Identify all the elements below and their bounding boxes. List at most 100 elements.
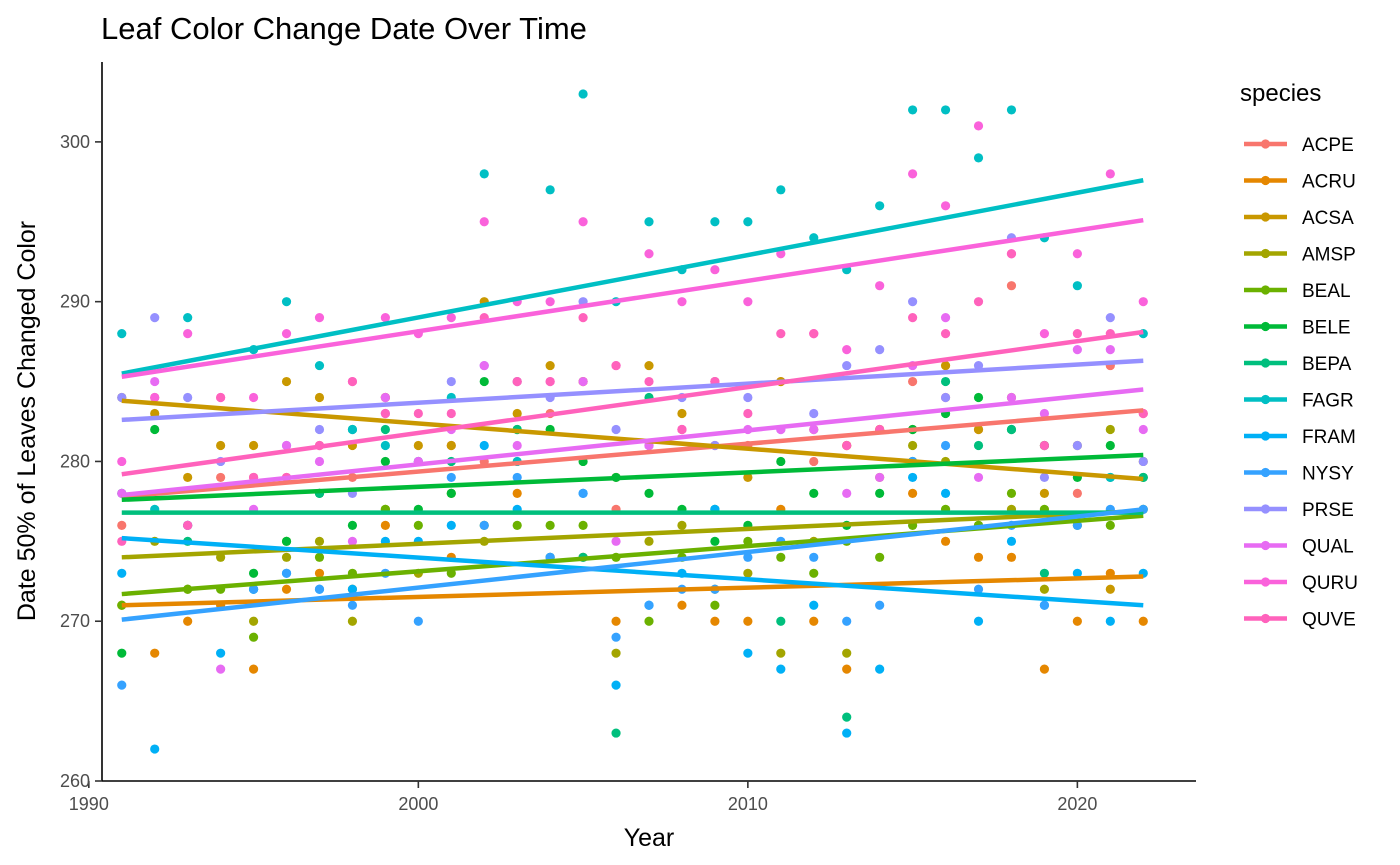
data-point	[677, 520, 687, 530]
data-point	[446, 520, 456, 530]
data-point	[314, 584, 325, 594]
data-point	[1039, 488, 1050, 498]
data-point	[248, 664, 259, 674]
data-point	[1006, 392, 1017, 403]
data-point	[314, 392, 325, 403]
data-point	[479, 376, 489, 387]
data-point	[314, 456, 325, 467]
data-point	[1072, 249, 1082, 259]
data-point	[644, 249, 654, 259]
data-point	[150, 392, 160, 403]
data-point	[380, 440, 390, 451]
data-point	[248, 632, 259, 642]
data-point	[940, 536, 951, 546]
trend-line-bele	[121, 452, 1144, 503]
data-point	[809, 329, 819, 339]
legend-label: ACSA	[1302, 208, 1354, 229]
trend-line-acpe	[121, 408, 1144, 499]
data-point	[545, 360, 555, 371]
trend-line-fagr	[121, 178, 1144, 376]
data-point	[512, 376, 522, 387]
data-point	[940, 201, 951, 211]
data-point	[908, 488, 918, 498]
x-axis-ticks: 1990 2000 2010 2020	[69, 781, 1097, 814]
data-point	[1072, 568, 1082, 578]
data-point	[216, 392, 226, 403]
data-point	[973, 440, 984, 451]
legend-key-point	[1260, 394, 1271, 405]
data-point	[216, 648, 226, 658]
data-point	[842, 712, 852, 722]
data-point	[908, 297, 918, 307]
data-point	[281, 536, 292, 546]
data-point	[611, 648, 621, 658]
data-point	[248, 392, 259, 403]
data-point	[809, 616, 819, 626]
series-points-amsp	[150, 424, 1115, 658]
data-point	[413, 408, 423, 419]
trend-line-quve	[121, 329, 1144, 477]
data-point	[413, 616, 423, 626]
data-point	[908, 376, 918, 387]
data-point	[183, 520, 193, 530]
y-tick-label: 270	[60, 611, 90, 631]
legend-key-point	[1260, 285, 1271, 295]
data-point	[1105, 584, 1115, 594]
legend-key-point	[1260, 577, 1271, 587]
data-point	[446, 440, 456, 451]
data-point	[347, 616, 358, 626]
data-point	[1138, 456, 1148, 467]
data-point	[710, 600, 720, 610]
data-point	[479, 217, 489, 227]
data-point	[611, 360, 621, 371]
data-point	[183, 329, 193, 339]
data-point	[776, 552, 786, 562]
data-point	[446, 488, 456, 498]
legend-label: FAGR	[1302, 391, 1354, 412]
y-tick-label: 280	[60, 451, 90, 471]
data-point	[940, 488, 951, 498]
data-point	[512, 472, 522, 483]
data-point	[743, 552, 753, 562]
data-point	[611, 632, 621, 642]
data-point	[479, 360, 489, 371]
legend-key-point	[1260, 175, 1271, 186]
data-point	[578, 313, 588, 323]
data-point	[380, 392, 390, 403]
legend-item-prse: PRSE	[1244, 500, 1354, 521]
data-point	[380, 424, 390, 435]
data-point	[446, 472, 456, 483]
data-point	[347, 424, 358, 435]
data-point	[677, 408, 687, 419]
data-point	[1072, 281, 1082, 291]
data-point	[281, 584, 292, 594]
data-point	[710, 536, 720, 546]
data-point	[940, 105, 951, 115]
data-point	[743, 217, 753, 227]
data-point	[940, 313, 951, 323]
data-point	[150, 376, 160, 387]
data-point	[512, 408, 522, 419]
data-point	[776, 648, 786, 658]
data-point	[842, 345, 852, 355]
data-point	[347, 584, 358, 594]
data-point	[1072, 440, 1082, 451]
data-point	[347, 520, 358, 530]
x-tick-label: 1990	[69, 794, 109, 814]
data-point	[1138, 616, 1148, 626]
legend-label: ACPE	[1302, 135, 1354, 156]
data-point	[743, 297, 753, 307]
legend-item-acru: ACRU	[1244, 172, 1356, 193]
data-point	[1105, 520, 1115, 530]
data-point	[973, 424, 984, 435]
legend-label: BELE	[1302, 318, 1351, 339]
data-point	[677, 424, 687, 435]
data-point	[973, 584, 984, 594]
y-tick-label: 300	[60, 132, 90, 152]
data-point	[809, 568, 819, 578]
plot-area	[117, 89, 1148, 754]
data-point	[776, 616, 786, 626]
data-point	[940, 329, 951, 339]
data-point	[578, 520, 588, 530]
data-point	[1105, 313, 1115, 323]
